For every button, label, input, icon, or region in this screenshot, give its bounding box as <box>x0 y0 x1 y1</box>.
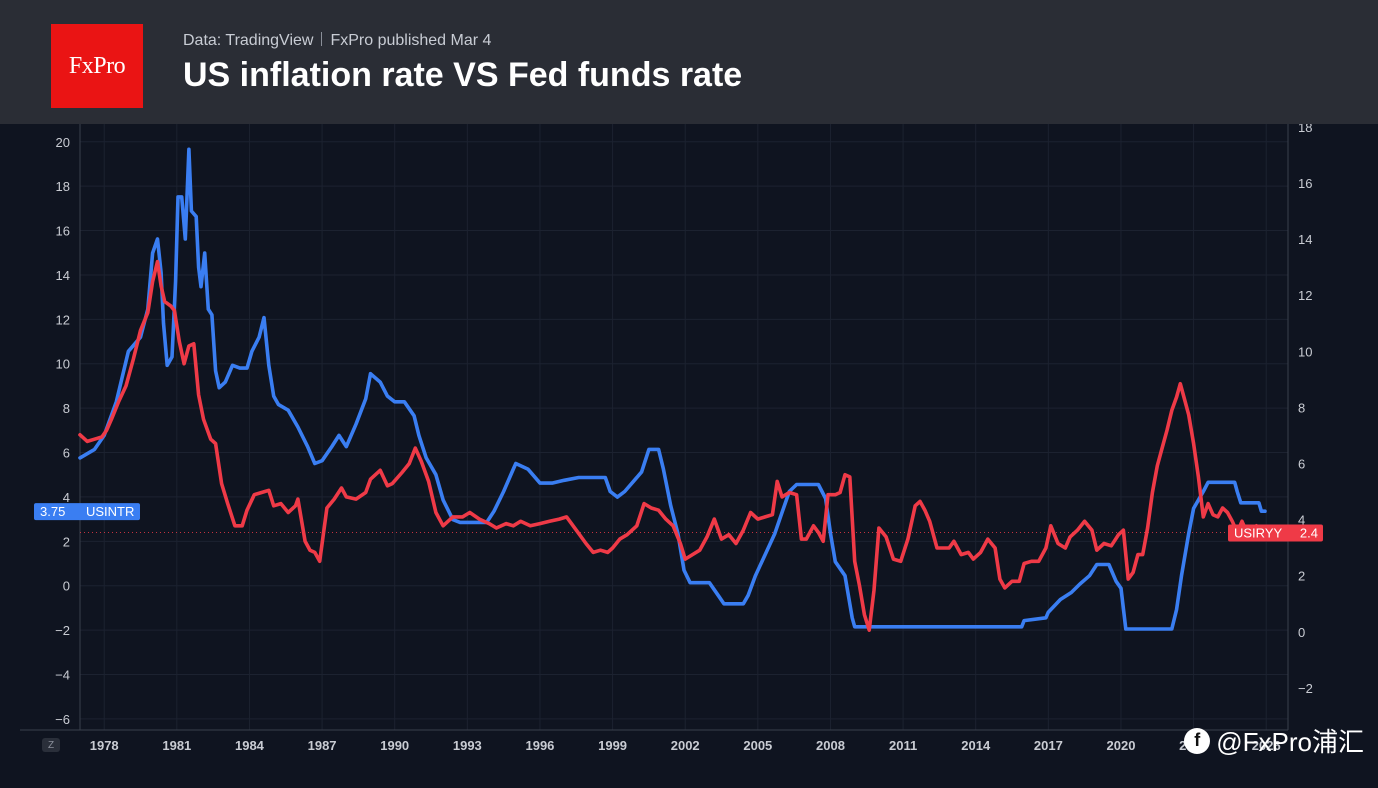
left-tick-label: 8 <box>63 401 70 416</box>
published-info: FxPro published Mar 4 <box>330 32 492 49</box>
left-tick-label: 6 <box>63 446 70 461</box>
left-tick-label: 12 <box>56 312 70 327</box>
series-name-badge-usintr <box>34 503 140 521</box>
fxpro-logo: FxPro <box>51 24 143 108</box>
separator <box>321 32 323 46</box>
right-tick-label: 18 <box>1298 124 1312 135</box>
x-tick-label: 2002 <box>671 738 700 753</box>
right-tick-label: 0 <box>1298 625 1305 640</box>
x-tick-label: 2014 <box>961 738 991 753</box>
x-tick-label: 2026 <box>1252 738 1281 753</box>
series-layer <box>78 147 1267 632</box>
value-labels: 3.75 USINTR USIRYY 2.4 <box>34 503 1323 542</box>
left-tick-label: 2 <box>63 534 70 549</box>
right-tick-label: 6 <box>1298 456 1305 471</box>
x-tick-label: 1999 <box>598 738 627 753</box>
x-tick-label: 2008 <box>816 738 845 753</box>
left-tick-label: 18 <box>56 179 70 194</box>
x-tick-label: 2005 <box>743 738 772 753</box>
left-tick-label: 0 <box>63 579 70 594</box>
left-tick-label: −4 <box>55 668 70 683</box>
x-tick-label: 1987 <box>308 738 337 753</box>
watermark-text: @FxPro浦汇 <box>1216 727 1364 757</box>
right-tick-label: 12 <box>1298 288 1312 303</box>
left-tick-label: −6 <box>55 712 70 727</box>
data-source: Data: TradingView <box>183 32 314 49</box>
series-name-label: USIRYY <box>1234 525 1282 540</box>
right-tick-label: 14 <box>1298 232 1312 247</box>
grid-lines <box>80 124 1288 730</box>
series-name-label: USINTR <box>86 504 134 519</box>
left-tick-label: 14 <box>56 268 70 283</box>
series-value-label: 3.75 <box>40 504 65 519</box>
zoom-label: Z <box>47 739 55 751</box>
right-tick-label: 8 <box>1298 400 1305 415</box>
chart-header: FxPro Data: TradingView FxPro published M… <box>0 0 1378 124</box>
watermark: f @FxPro浦汇 <box>1184 722 1364 759</box>
left-tick-label: 16 <box>56 224 70 239</box>
series-line-usiryy <box>78 259 1267 632</box>
x-tick-label: 1978 <box>90 738 119 753</box>
x-axis-ticks: 1978 1981 1984 1987 1990 1993 1996 1999 2002 2005… <box>90 738 1281 753</box>
x-tick-label: 2011 <box>889 738 917 753</box>
axes <box>20 124 1289 731</box>
x-tick-label: 1993 <box>453 738 482 753</box>
right-tick-label: 10 <box>1298 344 1312 359</box>
source-line: Data: TradingView FxPro published Mar 4 <box>183 32 491 50</box>
right-tick-label: 16 <box>1298 176 1312 191</box>
x-tick-label: 2020 <box>1107 738 1136 753</box>
logo-text: FxPro <box>68 52 126 79</box>
x-tick-label: 1984 <box>235 738 265 753</box>
weibo-icon: f <box>1184 727 1211 754</box>
right-tick-label: 2 <box>1298 569 1305 584</box>
chart-title: US inflation rate VS Fed funds rate <box>183 56 743 94</box>
series-value-label: 2.4 <box>1300 525 1318 540</box>
left-tick-label: 20 <box>56 135 70 150</box>
zoom-button[interactable]: Z <box>42 738 60 752</box>
right-tick-label: −2 <box>1298 681 1313 696</box>
series-name-badge-usiryy <box>1228 524 1323 542</box>
x-tick-label: 1996 <box>525 738 554 753</box>
x-tick-label: 1981 <box>162 738 191 753</box>
left-tick-label: 10 <box>56 357 70 372</box>
right-axis-ticks: 18 16 14 12 10 8 6 4 2 0 −2 <box>1298 124 1313 696</box>
x-tick-label: 1990 <box>380 738 409 753</box>
series-line-usintr <box>78 147 1267 631</box>
left-tick-label: 4 <box>63 490 70 505</box>
right-tick-label: 4 <box>1298 513 1305 528</box>
x-tick-label: 2017 <box>1034 738 1063 753</box>
left-tick-label: −2 <box>55 623 70 638</box>
